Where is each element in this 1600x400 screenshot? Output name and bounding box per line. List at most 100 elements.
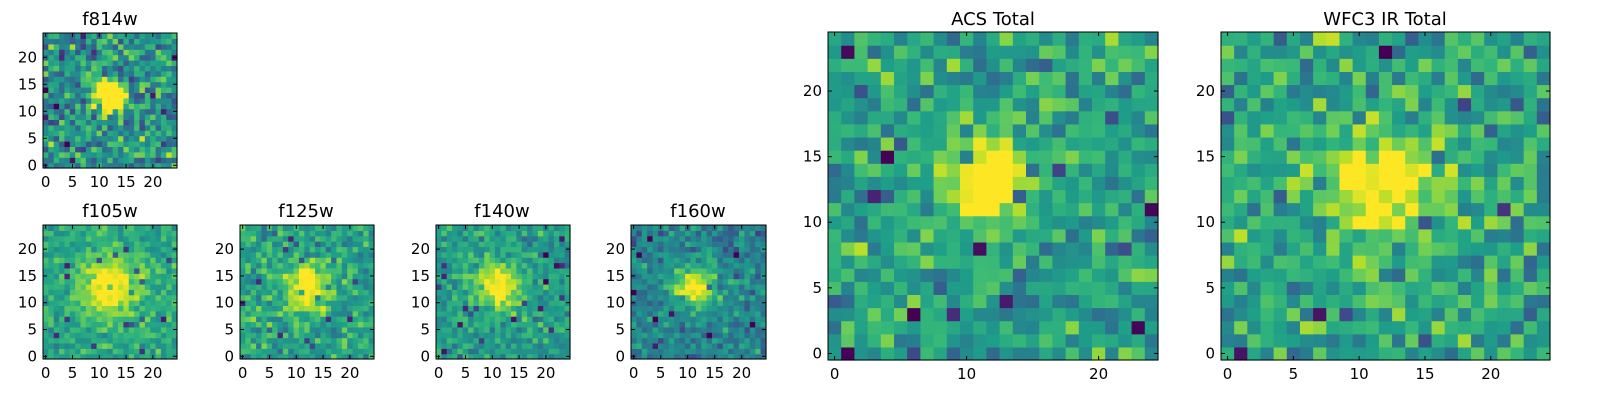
heatmap-cell bbox=[357, 326, 364, 333]
heatmap-cell bbox=[304, 332, 311, 339]
heatmap-cell bbox=[755, 251, 762, 258]
heatmap-cell bbox=[261, 332, 268, 339]
heatmap-cell bbox=[532, 316, 539, 323]
heatmap-cell bbox=[1247, 71, 1262, 86]
heatmap-cell bbox=[1523, 189, 1538, 204]
heatmap-cell bbox=[315, 348, 321, 355]
heatmap-cell bbox=[1523, 58, 1538, 72]
heatmap-cell bbox=[75, 49, 82, 56]
heatmap-cell bbox=[85, 326, 92, 333]
heatmap-cell bbox=[64, 273, 71, 280]
heatmap-cell bbox=[59, 38, 66, 45]
heatmap-cell bbox=[336, 316, 343, 323]
heatmap-cell bbox=[436, 230, 442, 237]
heatmap-cell bbox=[473, 262, 480, 269]
heatmap-cell bbox=[1339, 294, 1354, 309]
heatmap-cell bbox=[240, 321, 246, 328]
heatmap-cell bbox=[733, 342, 740, 349]
heatmap-cell bbox=[59, 92, 66, 99]
heatmap-cell bbox=[118, 235, 124, 242]
heatmap-cell bbox=[123, 300, 130, 306]
heatmap-cell bbox=[347, 230, 354, 237]
heatmap-cell bbox=[744, 246, 751, 253]
heatmap-cell bbox=[123, 230, 130, 237]
heatmap-cell bbox=[75, 332, 82, 339]
heatmap-cell bbox=[553, 251, 560, 258]
heatmap-cell bbox=[1026, 346, 1040, 361]
heatmap-cell bbox=[80, 246, 87, 253]
heatmap-cell bbox=[1286, 150, 1301, 164]
heatmap-cell bbox=[282, 235, 289, 242]
heatmap-cell bbox=[1078, 176, 1093, 191]
heatmap-cell bbox=[134, 70, 141, 77]
heatmap-cell bbox=[53, 162, 60, 169]
heatmap-cell bbox=[920, 97, 935, 112]
heatmap-cell bbox=[973, 202, 987, 217]
heatmap-cell bbox=[101, 241, 108, 248]
heatmap-cell bbox=[1234, 189, 1248, 204]
heatmap-cell bbox=[123, 262, 130, 269]
heatmap-cell bbox=[336, 267, 343, 274]
heatmap-cell bbox=[446, 289, 453, 296]
heatmap-cell bbox=[266, 305, 273, 312]
heatmap-cell bbox=[336, 326, 343, 333]
heatmap-cell bbox=[341, 257, 348, 264]
heatmap-cell bbox=[516, 230, 523, 237]
heatmap-cell bbox=[298, 278, 305, 285]
heatmap-cell bbox=[112, 316, 119, 323]
heatmap-cell bbox=[1313, 110, 1327, 125]
heatmap-cell bbox=[309, 353, 316, 360]
heatmap-cell bbox=[1234, 320, 1248, 335]
heatmap-cell bbox=[139, 337, 146, 344]
heatmap-cell bbox=[543, 289, 550, 296]
heatmap-cell bbox=[352, 262, 359, 269]
heatmap-cell bbox=[1405, 84, 1419, 99]
heatmap-cell bbox=[828, 71, 842, 86]
heatmap-cell bbox=[631, 348, 637, 355]
heatmap-cell bbox=[854, 45, 869, 59]
heatmap-cell bbox=[101, 289, 108, 296]
heatmap-cell bbox=[1078, 241, 1093, 256]
heatmap-cell bbox=[532, 225, 539, 231]
heatmap-cell bbox=[1273, 333, 1288, 348]
heatmap-cell bbox=[841, 346, 855, 361]
heatmap-cell bbox=[441, 273, 448, 280]
heatmap-cell bbox=[282, 267, 289, 274]
heatmap-cell bbox=[128, 316, 135, 323]
heatmap-cell bbox=[636, 235, 643, 242]
heatmap-cell bbox=[631, 283, 637, 290]
heatmap-cell bbox=[272, 353, 279, 360]
heatmap-cell bbox=[1105, 346, 1119, 361]
heatmap-cell bbox=[53, 273, 60, 280]
heatmap-cell bbox=[245, 332, 252, 339]
heatmap-cell bbox=[69, 267, 76, 274]
heatmap-cell bbox=[266, 289, 273, 296]
heatmap-cell bbox=[1012, 228, 1027, 243]
heatmap-cell bbox=[733, 251, 740, 258]
heatmap-cell bbox=[473, 289, 480, 296]
heatmap-cell bbox=[53, 135, 60, 142]
heatmap-cell bbox=[155, 225, 162, 231]
heatmap-cell bbox=[1247, 32, 1262, 46]
heatmap-cell bbox=[1326, 228, 1341, 243]
heatmap-cell bbox=[341, 241, 348, 248]
heatmap-cell bbox=[139, 310, 146, 317]
heatmap-cell bbox=[744, 283, 751, 290]
heatmap-cell bbox=[43, 257, 49, 264]
heatmap-cell bbox=[85, 119, 92, 126]
heatmap-cell bbox=[144, 289, 151, 296]
heatmap-cell bbox=[755, 230, 762, 237]
heatmap-cell bbox=[160, 60, 167, 66]
heatmap-cell bbox=[1118, 71, 1133, 86]
heatmap-cell bbox=[760, 332, 767, 339]
heatmap-cell bbox=[43, 342, 49, 349]
heatmap-cell bbox=[668, 262, 675, 269]
heatmap-cell bbox=[457, 326, 464, 333]
heatmap-cell bbox=[64, 305, 71, 312]
heatmap-cell bbox=[841, 228, 855, 243]
heatmap-cell bbox=[1523, 136, 1538, 151]
heatmap-cell bbox=[1444, 97, 1459, 112]
heatmap-cell bbox=[749, 326, 756, 333]
heatmap-cell bbox=[352, 353, 359, 360]
